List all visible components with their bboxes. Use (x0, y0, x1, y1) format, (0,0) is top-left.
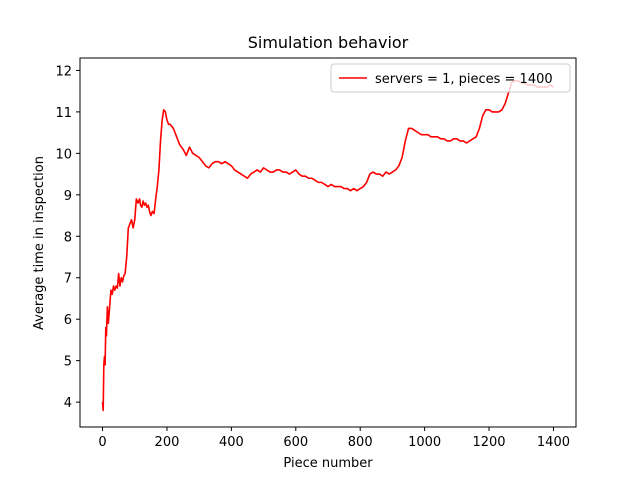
x-tick-label: 0 (98, 435, 106, 450)
y-tick-label: 9 (64, 189, 72, 204)
x-tick-label: 600 (283, 435, 308, 450)
legend-box (330, 63, 571, 93)
x-tick-label: 1200 (472, 435, 505, 450)
y-tick-label: 10 (55, 147, 72, 162)
y-tick-label: 6 (64, 313, 72, 328)
series-layer (101, 80, 554, 412)
x-tick-label: 200 (155, 435, 180, 450)
axis-ticks: 0 200 400 600 800 1000 1200 1400 4 5 6 7 8 9 10 11 12 (55, 64, 570, 450)
x-tick-label: 400 (219, 435, 244, 450)
y-tick-label: 4 (64, 396, 72, 411)
y-tick-label: 11 (55, 106, 72, 121)
y-tick-label: 8 (64, 230, 72, 245)
legend-entry: servers = 1, pieces = 1400 (375, 72, 553, 87)
x-tick-label: 1400 (537, 435, 570, 450)
y-tick-label: 12 (55, 64, 72, 79)
x-tick-label: 1000 (408, 435, 441, 450)
plot-frame (79, 57, 577, 428)
plot-area (79, 57, 577, 428)
x-axis-label: Piece number (283, 456, 373, 471)
legend: servers = 1, pieces = 1400 (330, 63, 571, 93)
x-tick-label: 800 (348, 435, 373, 450)
series-line (101, 80, 554, 412)
y-axis-label: Average time in inspection (32, 156, 47, 330)
y-tick-label: 7 (64, 272, 72, 287)
chart-title: Simulation behavior (248, 33, 409, 52)
y-tick-label: 5 (64, 355, 72, 370)
